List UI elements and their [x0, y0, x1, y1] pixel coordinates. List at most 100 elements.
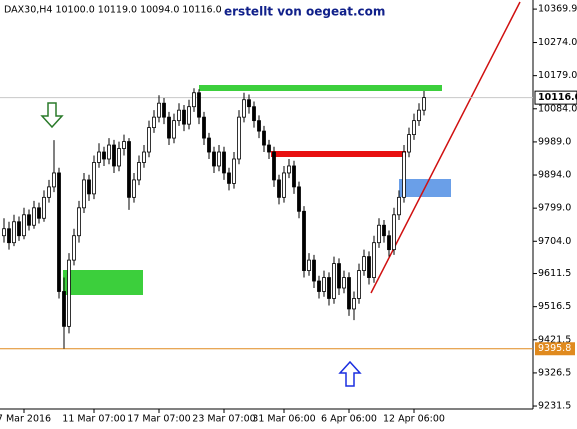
- candle-body: [37, 207, 41, 219]
- resistance-zone: [199, 85, 442, 91]
- candle-body: [192, 92, 196, 108]
- y-tick-label: 9704.0: [538, 236, 571, 247]
- y-tick-label: 9894.0: [538, 170, 571, 181]
- x-tick-label: 7 Mar 2016: [0, 414, 51, 425]
- candle-body: [352, 298, 356, 310]
- candle-body: [307, 259, 311, 271]
- y-tick-label: 10179.0: [538, 70, 577, 81]
- candle-body: [142, 151, 146, 163]
- y-tick-label: 9421.5: [538, 334, 571, 345]
- candle-body: [117, 148, 121, 167]
- candle-body: [127, 141, 131, 198]
- candle-body: [262, 130, 266, 146]
- candle-body: [382, 224, 386, 237]
- candle-body: [267, 144, 271, 153]
- candle-body: [7, 228, 11, 244]
- candle-body: [207, 137, 211, 153]
- candle-body: [22, 214, 26, 237]
- candle-body: [312, 259, 316, 282]
- candle-body: [362, 256, 366, 271]
- candle-body: [242, 99, 246, 118]
- candle-body: [52, 172, 56, 188]
- x-tick-label: 17 Mar 07:00: [127, 414, 190, 425]
- y-tick-label: 9231.5: [538, 401, 571, 412]
- candle-body: [292, 165, 296, 188]
- candle-body: [412, 120, 416, 135]
- candle-body: [387, 235, 391, 251]
- candle-body: [132, 179, 136, 198]
- y-tick-label: 9516.5: [538, 301, 571, 312]
- candle-body: [212, 151, 216, 167]
- candle-body: [407, 134, 411, 153]
- candle-body: [57, 172, 61, 292]
- candle-body: [172, 120, 176, 139]
- candle-body: [392, 214, 396, 251]
- candle-body: [157, 102, 161, 118]
- y-tick-label: 10274.0: [538, 37, 577, 48]
- candle-body: [297, 186, 301, 212]
- y-tick-label: 10369.9: [538, 4, 577, 15]
- down-arrow: [40, 102, 64, 129]
- x-tick-label: 11 Mar 07:00: [62, 414, 125, 425]
- candle-body: [107, 144, 111, 160]
- chart-title: DAX30,H4 10100.0 10119.0 10094.0 10116.0: [4, 5, 222, 16]
- y-tick-label: 10084.0: [538, 103, 577, 114]
- candle-body: [167, 116, 171, 139]
- candle-body: [222, 151, 226, 174]
- candle-body: [422, 97, 426, 111]
- candle-body: [337, 263, 341, 289]
- candle-body: [347, 277, 351, 310]
- horizontal-line-label: 9395.8: [538, 343, 571, 354]
- candle-body: [32, 207, 36, 226]
- candle-body: [397, 196, 401, 216]
- candle-body: [12, 221, 16, 244]
- candle-body: [137, 162, 141, 181]
- candle-body: [102, 151, 106, 160]
- candle-body: [302, 210, 306, 271]
- support-zone: [63, 270, 143, 295]
- current-price-box: [534, 90, 577, 105]
- candle-body: [272, 151, 276, 181]
- red-zone: [271, 151, 406, 157]
- candle-body: [402, 151, 406, 198]
- x-tick-label: 12 Apr 06:00: [383, 414, 445, 425]
- y-tick-label: 9611.5: [538, 268, 571, 279]
- candle-body: [377, 224, 381, 244]
- candle-body: [97, 151, 101, 163]
- candle-body: [322, 277, 326, 292]
- candle-body: [147, 127, 151, 153]
- candle-body: [112, 144, 116, 167]
- candle-body: [327, 277, 331, 299]
- candle-body: [47, 186, 51, 198]
- x-tick-label: 6 Apr 06:00: [321, 414, 377, 425]
- candle-body: [187, 106, 191, 125]
- candle-body: [217, 151, 221, 167]
- candle-body: [197, 92, 201, 118]
- candle-body: [17, 221, 21, 237]
- current-price-label: 10116.0: [538, 92, 577, 103]
- candle-body: [122, 141, 126, 149]
- up-arrow: [338, 360, 362, 387]
- candle-body: [177, 109, 181, 122]
- candle-body: [257, 120, 261, 132]
- candle-body: [82, 179, 86, 209]
- candle-body: [152, 116, 156, 129]
- candle-body: [92, 162, 96, 195]
- candle-body: [237, 116, 241, 160]
- candle-body: [247, 99, 251, 108]
- annotation: erstellt von oegeat.com: [224, 5, 385, 19]
- candle-body: [77, 207, 81, 237]
- candle-body: [357, 270, 361, 299]
- candle-body: [27, 214, 31, 226]
- candle-body: [417, 109, 421, 122]
- y-tick-label: 9989.0: [538, 136, 571, 147]
- candle-body: [87, 179, 91, 195]
- x-tick-label: 23 Mar 07:00: [192, 414, 255, 425]
- candle-body: [72, 235, 76, 261]
- y-tick-label: 9326.5: [538, 367, 571, 378]
- candle-body: [282, 172, 286, 198]
- candle-body: [42, 196, 46, 219]
